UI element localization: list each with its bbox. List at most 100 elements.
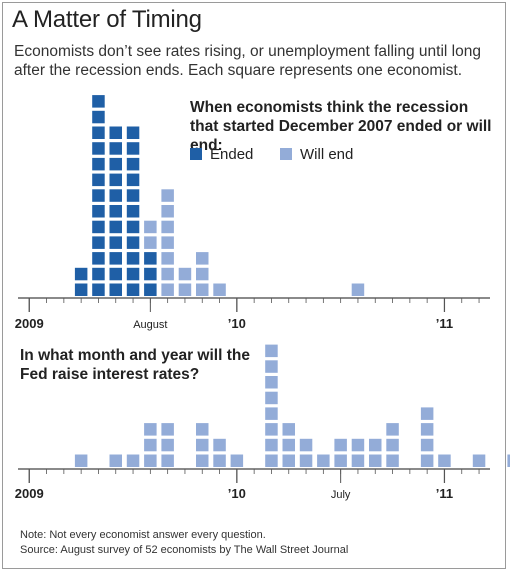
economist-square [265, 376, 278, 389]
economist-square [351, 438, 365, 452]
economist-square [196, 252, 209, 265]
economist-square [369, 454, 382, 467]
economist-square [126, 142, 140, 155]
economist-square [92, 173, 105, 187]
economist-square [126, 173, 140, 187]
economist-square [265, 391, 278, 405]
economist-square [74, 267, 88, 281]
economist-square [92, 95, 105, 108]
economist-square [438, 454, 451, 467]
economist-square [178, 267, 192, 281]
economist-square [265, 344, 278, 358]
economist-square [299, 438, 313, 452]
economist-square [420, 454, 434, 467]
recession-chart-title: When economists think the recession that… [190, 99, 492, 154]
economist-square [161, 438, 174, 452]
economist-square [178, 283, 192, 296]
economist-square [351, 283, 365, 296]
economist-square [144, 423, 157, 436]
economist-square [109, 142, 122, 155]
fed-chart-title: In what month and year will the Fed rais… [20, 347, 250, 383]
economist-square [92, 220, 105, 234]
economist-square [126, 283, 140, 296]
x-tick-label: ’11 [436, 486, 453, 501]
x-tick-label: August [133, 319, 167, 331]
economist-square [144, 454, 157, 467]
economist-square [507, 454, 510, 467]
x-tick-label: 2009 [15, 316, 44, 331]
economist-square [420, 423, 434, 436]
economist-square [109, 205, 122, 218]
economist-square [144, 283, 157, 296]
economist-square [196, 283, 209, 296]
economist-square [196, 438, 209, 452]
economist-square [144, 236, 157, 249]
economist-square [351, 454, 365, 467]
economist-square [144, 438, 157, 452]
economist-square [144, 220, 157, 234]
economist-square [282, 454, 295, 467]
economist-square [74, 454, 88, 467]
economist-square [317, 454, 330, 467]
economist-square [282, 423, 295, 436]
economist-square [282, 438, 295, 452]
economist-square [386, 438, 399, 452]
economist-square [265, 438, 278, 452]
economist-square [369, 438, 382, 452]
economist-square [213, 438, 226, 452]
economist-square [334, 454, 347, 467]
economist-square [196, 454, 209, 467]
economist-square [92, 110, 105, 124]
economist-square [92, 126, 105, 139]
economist-square [126, 189, 140, 202]
economist-square [126, 252, 140, 265]
economist-square [196, 423, 209, 436]
x-tick-label: ’11 [436, 316, 453, 331]
economist-square [109, 236, 122, 249]
economist-square [161, 236, 174, 249]
economist-square [161, 454, 174, 467]
economist-square [109, 454, 122, 467]
economist-square [109, 267, 122, 281]
x-tick-label: ’10 [228, 316, 246, 331]
economist-square [92, 189, 105, 202]
legend-item-ended: Ended [190, 146, 253, 163]
economist-square [161, 205, 174, 218]
economist-square [265, 423, 278, 436]
economist-square [161, 423, 174, 436]
notes: Note: Not every economist answer every q… [20, 528, 348, 558]
chart-subtitle: Economists don’t see rates rising, or un… [14, 43, 481, 79]
economist-square [161, 220, 174, 234]
economist-square [126, 205, 140, 218]
economist-square [265, 360, 278, 373]
economist-square [126, 454, 140, 467]
economist-square [420, 407, 434, 420]
economist-square [126, 126, 140, 139]
economist-square [161, 267, 174, 281]
economist-square [126, 267, 140, 281]
economist-square [109, 252, 122, 265]
economist-square [109, 157, 122, 171]
economist-square [265, 407, 278, 420]
economist-square [92, 157, 105, 171]
economist-square [144, 267, 157, 281]
footnote: Note: Not every economist answer every q… [20, 529, 266, 541]
economist-square [213, 454, 226, 467]
economist-square [196, 267, 209, 281]
legend-label-will-end: Will end [300, 146, 354, 163]
economist-square [386, 454, 399, 467]
legend-swatch-ended [190, 148, 202, 160]
economist-square [420, 438, 434, 452]
economist-square [334, 438, 347, 452]
economist-square [92, 252, 105, 265]
chart-title: A Matter of Timing [12, 6, 202, 33]
legend-swatch-will-end [280, 148, 292, 160]
economist-square [126, 220, 140, 234]
economist-square [74, 283, 88, 296]
economist-square [126, 157, 140, 171]
legend-label-ended: Ended [210, 146, 254, 163]
economist-square [109, 283, 122, 296]
economist-square [92, 283, 105, 296]
economist-square [92, 205, 105, 218]
